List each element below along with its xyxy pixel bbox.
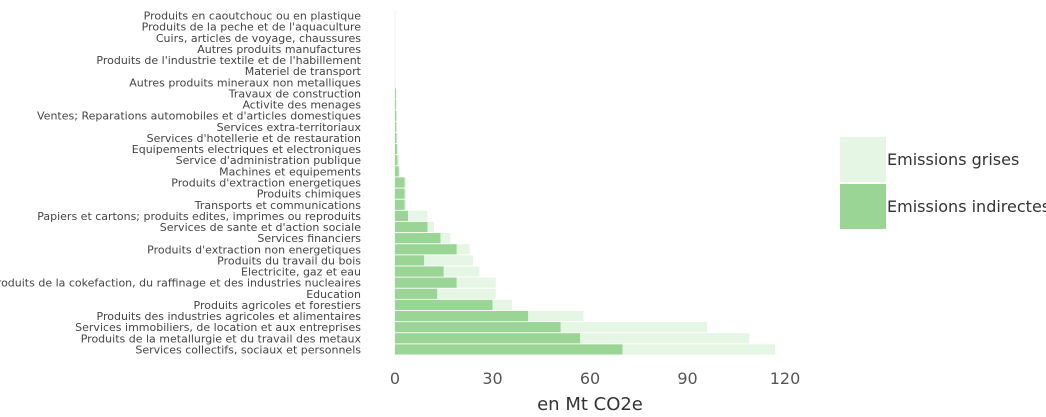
category-labels: Produits en caoutchouc ou en plastiquePr… [0, 10, 362, 357]
category-label: Services d'hotellerie et de restauration [147, 132, 361, 145]
category-label: Services immobiliers, de location et aux… [75, 321, 361, 334]
bar-segment-grey [404, 199, 406, 210]
bar-segment-grey [492, 299, 512, 311]
bar-segment-indirect [395, 121, 397, 132]
bar-segment-grey [580, 333, 750, 344]
bar-segment-grey [404, 188, 406, 199]
bar-segment-indirect [395, 333, 581, 344]
bar-segment-grey [424, 255, 473, 266]
bar-segment-indirect [395, 233, 441, 244]
category-label: Papiers et cartons; produits edites, imp… [37, 210, 361, 223]
bar-segment-grey [440, 233, 451, 244]
bars-layer [394, 10, 776, 355]
category-label: Service d'administration publique [176, 154, 362, 167]
bar-segment-grey [622, 344, 776, 355]
category-label: Produits de la metallurgie et du travail… [81, 332, 362, 345]
bar-segment-grey [427, 221, 434, 233]
bar-segment-indirect [395, 322, 561, 333]
category-label: Produits d'extraction energetiques [171, 177, 361, 190]
bar-segment-indirect [395, 344, 623, 355]
bar-segment-indirect [395, 288, 438, 299]
category-label: Electricite, gaz et eau [241, 266, 361, 279]
legend-swatch [840, 137, 886, 182]
bar-segment-indirect [395, 132, 397, 144]
category-label: Activite des menages [242, 99, 361, 112]
bar-segment-indirect [395, 199, 405, 210]
bar-segment-indirect [395, 88, 396, 99]
bar-segment-grey [456, 277, 496, 288]
bar-segment-grey [437, 288, 496, 299]
x-tick-label: 0 [390, 369, 400, 388]
bar-segment-indirect [395, 266, 444, 277]
x-tick-label: 120 [770, 369, 801, 388]
bar-segment-indirect [395, 99, 396, 110]
category-label: Autres produits manufactures [197, 43, 361, 56]
category-label: Materiel de transport [245, 65, 362, 78]
legend-label: Emissions indirectes [887, 197, 1046, 216]
bar-segment-grey [404, 177, 406, 188]
legend-swatch [840, 184, 886, 229]
bar-segment-grey [443, 266, 480, 277]
category-label: Produits de la cokefaction, du raffinage… [0, 277, 361, 290]
x-tick-label: 90 [677, 369, 697, 388]
category-label: Produits d'extraction non energetiques [147, 243, 361, 256]
x-axis-ticks: 0 30 60 90 120 [390, 369, 800, 388]
category-label: Produits de la peche et de l'aquaculture [142, 21, 362, 34]
bar-segment-indirect [395, 210, 408, 222]
bar-segment-indirect [395, 255, 425, 266]
category-label: Education [306, 288, 361, 301]
bar-segment-indirect [395, 177, 405, 188]
category-label: Machines et equipements [219, 165, 361, 178]
bar-segment-grey [397, 155, 399, 166]
bar-segment-grey [395, 88, 397, 99]
bar-segment-grey [408, 210, 428, 222]
category-label: Services de sante et d'action sociale [160, 221, 361, 234]
bar-segment-indirect [395, 110, 397, 121]
category-label: Ventes; Reparations automobiles et d'art… [37, 110, 361, 123]
x-tick-label: 60 [580, 369, 600, 388]
bar-segment-indirect [395, 221, 428, 233]
bar-segment-indirect [395, 277, 457, 288]
category-label: Cuirs, articles de voyage, chaussures [156, 32, 361, 45]
x-tick-label: 30 [482, 369, 502, 388]
category-label: Services extra-territoriaux [217, 121, 362, 134]
category-label: Produits chimiques [257, 188, 362, 201]
bar-segment-indirect [395, 155, 398, 166]
category-label: Produits en caoutchouc ou en plastique [144, 10, 362, 23]
legend: Emissions grises Emissions indirectes [840, 137, 1046, 229]
bar-segment-grey [396, 110, 398, 121]
bar-segment-grey [398, 166, 400, 177]
bar-segment-indirect [395, 188, 405, 199]
category-label: Produits agricoles et forestiers [194, 299, 362, 312]
category-label: Services financiers [257, 232, 361, 245]
bar-segment-grey [396, 132, 398, 144]
bar-segment-grey [528, 310, 584, 322]
category-label: Equipements electriques et electroniques [132, 143, 361, 156]
bar-segment-indirect [395, 299, 493, 311]
category-label: Produits des industries agricoles et ali… [97, 310, 362, 323]
category-label: Transports et communications [194, 199, 361, 212]
bar-segment-indirect [395, 310, 529, 322]
bar-segment-grey [396, 143, 399, 155]
bar-segment-grey [395, 99, 397, 110]
bar-segment-indirect [395, 166, 399, 177]
bar-segment-grey [396, 121, 397, 132]
bar-segment-indirect [395, 244, 457, 255]
bar-segment-grey [456, 244, 470, 255]
category-label: Produits du travail du bois [217, 254, 361, 267]
category-label: Travaux de construction [228, 87, 361, 100]
bar-segment-indirect [395, 143, 397, 155]
category-label: Autres produits mineraux non metalliques [129, 76, 361, 89]
legend-label: Emissions grises [887, 150, 1019, 169]
x-axis-title: en Mt CO2e [537, 394, 643, 415]
bar-segment-grey [560, 322, 707, 333]
category-label: Services collectifs, sociaux et personne… [135, 343, 361, 356]
category-label: Produits de l'industrie textile et de l'… [96, 54, 361, 67]
